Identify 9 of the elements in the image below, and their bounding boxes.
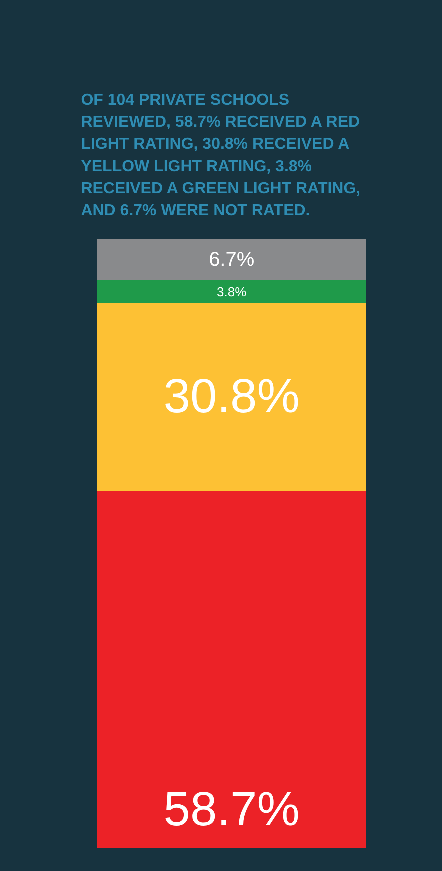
- bar: [97, 491, 366, 848]
- bar: [97, 303, 366, 492]
- chart-title: OF 104 PRIVATE SCHOOLS REVIEWED, 58.7% RECEIVED A RED LIGHT RATING, 30.8% RECEIVED A YELLOW LIGHT RATING, 3.8% RECEIVED A GREEN LIGHT RATING, AND 6.7% WERE NOT RATED.: [81, 92, 361, 220]
- data-label: 58.7%: [164, 784, 300, 836]
- bar: [97, 240, 366, 280]
- data-label: 30.8%: [164, 370, 300, 424]
- bar: [97, 280, 366, 304]
- data-label: 6.7%: [209, 248, 255, 271]
- data-label: 3.8%: [217, 284, 248, 300]
